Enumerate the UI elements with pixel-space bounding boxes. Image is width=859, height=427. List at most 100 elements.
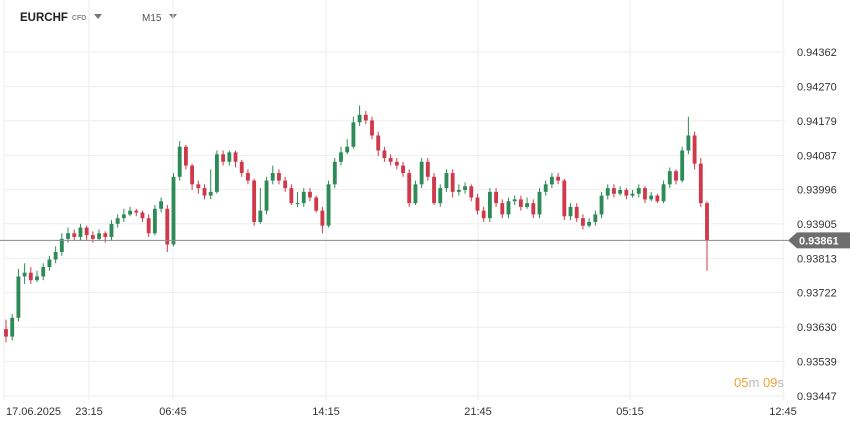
candle	[649, 191, 654, 202]
candle	[456, 184, 461, 196]
candle-body	[239, 161, 244, 174]
candle	[314, 195, 319, 213]
price-tick-label: 0.93905	[797, 219, 837, 231]
candle	[438, 184, 443, 207]
candle-body	[159, 201, 164, 209]
candle-body	[308, 191, 312, 198]
candle	[177, 141, 182, 181]
candle	[339, 146, 343, 166]
candle-body	[78, 227, 83, 237]
current-price-label: 0.93861	[799, 235, 839, 247]
chevron-down-icon	[94, 14, 103, 19]
candle	[599, 191, 604, 219]
candle-body	[183, 146, 188, 166]
candle	[481, 206, 486, 222]
candle-body	[295, 203, 300, 205]
candle-body	[146, 218, 151, 234]
countdown-seconds: 09	[762, 375, 778, 390]
candle	[382, 146, 387, 162]
time-axis: 17.06.2025 23:15 06:45 14:15 21:45 05:15 12:45	[6, 406, 797, 418]
candle-body	[599, 195, 604, 215]
candle-body	[41, 267, 46, 277]
candle-body	[326, 184, 331, 226]
candle	[146, 214, 151, 237]
candle-body	[438, 188, 443, 204]
candle-body	[432, 176, 436, 204]
candle	[450, 169, 455, 198]
candle	[301, 188, 306, 207]
candle	[41, 263, 46, 281]
candle	[196, 180, 201, 194]
price-tick-label: 0.94179	[797, 116, 837, 128]
candle-body	[270, 173, 275, 181]
candle-body	[214, 154, 219, 192]
candle	[388, 154, 393, 166]
time-tick-label: 14:15	[312, 406, 340, 418]
candle-body	[35, 276, 39, 281]
candle	[128, 206, 132, 217]
candle	[308, 188, 312, 202]
candle-body	[10, 317, 15, 337]
price-tick-label: 0.93813	[797, 253, 837, 265]
candle-body	[283, 180, 288, 189]
candle	[444, 169, 449, 192]
candle-body	[574, 206, 579, 219]
current-price-tag	[788, 232, 850, 249]
candle	[543, 180, 548, 196]
countdown-seconds-unit: s	[777, 375, 784, 390]
candle	[109, 220, 114, 241]
price-tick-label: 0.93996	[797, 185, 837, 197]
candle	[78, 223, 83, 241]
candle-body	[661, 184, 666, 202]
candle-body	[543, 184, 548, 192]
candle	[10, 314, 15, 341]
candle-body	[134, 210, 139, 213]
candle-body	[506, 201, 511, 215]
candle-body	[332, 161, 337, 185]
candle-body	[531, 203, 536, 215]
candle	[698, 158, 703, 207]
candle-body	[90, 235, 95, 239]
candle-body	[568, 206, 573, 217]
price-tick-label: 0.93539	[797, 356, 837, 368]
countdown-minutes: 05	[734, 375, 749, 390]
symbol-selector[interactable]: EURCHF CFD	[20, 12, 103, 24]
candle	[562, 178, 567, 221]
countdown-minutes-unit: m	[748, 375, 760, 390]
candle	[494, 188, 499, 207]
candle	[394, 158, 399, 170]
candle	[618, 186, 623, 196]
candle	[667, 167, 672, 189]
candle-body	[401, 165, 405, 174]
candle-body	[456, 189, 461, 192]
candle-body	[587, 221, 592, 226]
timeframe-label: M15	[142, 13, 162, 24]
candle	[593, 210, 598, 226]
candle	[407, 169, 412, 207]
candle	[636, 184, 641, 198]
candle	[686, 116, 691, 155]
candle	[53, 246, 58, 264]
candle	[239, 159, 244, 177]
candle	[28, 267, 33, 284]
candle	[59, 233, 64, 256]
candle	[171, 173, 176, 247]
candle	[183, 144, 188, 170]
candle-body	[494, 191, 499, 204]
candle-body	[53, 252, 58, 260]
candle-body	[649, 195, 654, 200]
candle-body	[152, 208, 157, 234]
candle-body	[363, 114, 368, 121]
candle-body	[636, 188, 641, 194]
candle-body	[655, 195, 660, 202]
candle-body	[537, 191, 542, 215]
candle	[469, 184, 474, 202]
symbol-type-badge: CFD	[71, 15, 87, 22]
candle-body	[97, 233, 101, 239]
candle	[270, 165, 275, 185]
candle-body	[605, 188, 610, 196]
candle	[537, 188, 542, 219]
candle	[264, 176, 269, 215]
candle	[587, 218, 592, 228]
